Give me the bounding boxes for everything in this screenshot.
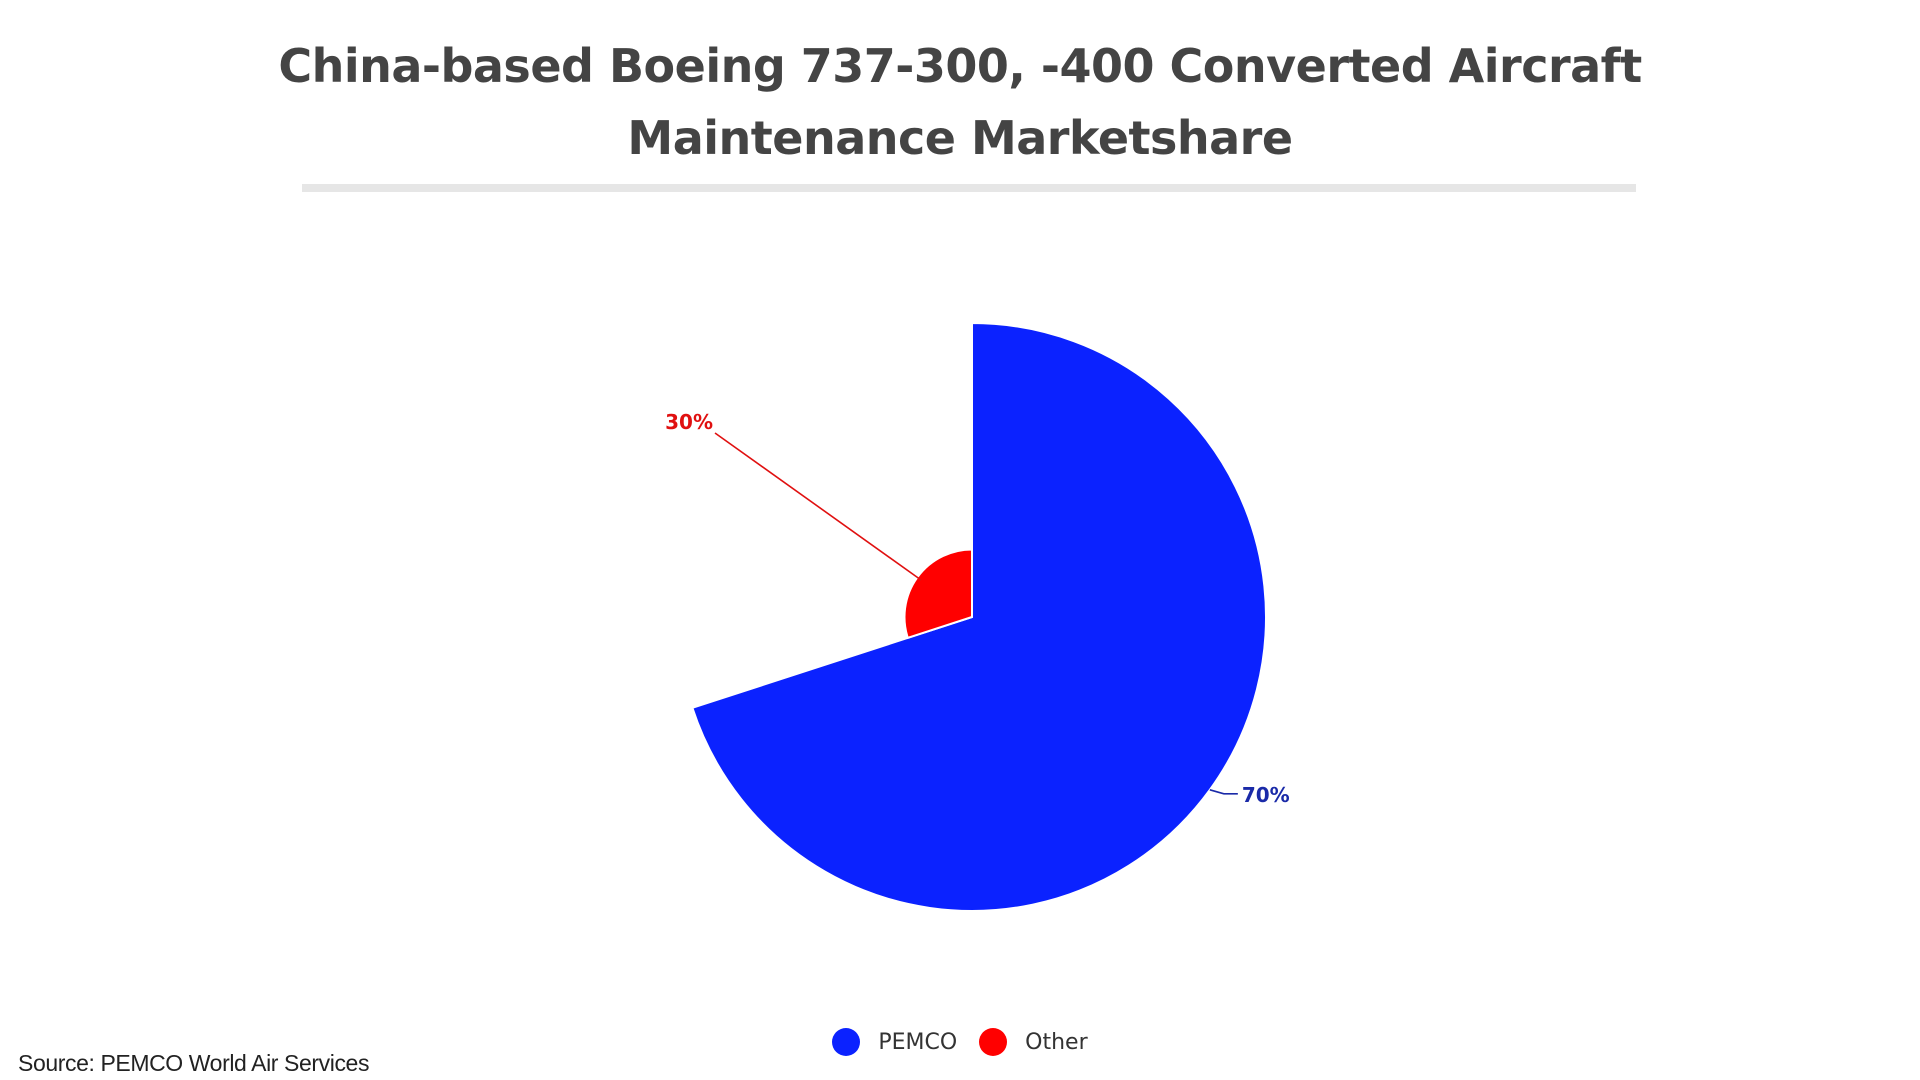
legend-swatch-pemco	[832, 1028, 861, 1056]
legend-item-pemco[interactable]: PEMCO	[832, 1028, 957, 1056]
data-label-pemco: 70%	[1242, 783, 1290, 807]
legend-item-other[interactable]: Other	[979, 1028, 1088, 1056]
data-label-other: 30%	[665, 410, 713, 434]
leader-line-other	[714, 432, 922, 581]
legend-label-pemco: PEMCO	[878, 1029, 958, 1055]
legend-label-other: Other	[1025, 1029, 1088, 1055]
chart-legend: PEMCO Other	[0, 1028, 1920, 1056]
pie-slice-pemco[interactable]	[691, 321, 1267, 912]
source-note: Source: PEMCO World Air Services	[18, 1050, 370, 1076]
chart-title: China-based Boeing 737-300, -400 Convert…	[278, 39, 1642, 165]
title-divider	[302, 184, 1636, 192]
legend-swatch-other	[979, 1028, 1008, 1056]
leader-line-pemco	[1209, 789, 1238, 795]
